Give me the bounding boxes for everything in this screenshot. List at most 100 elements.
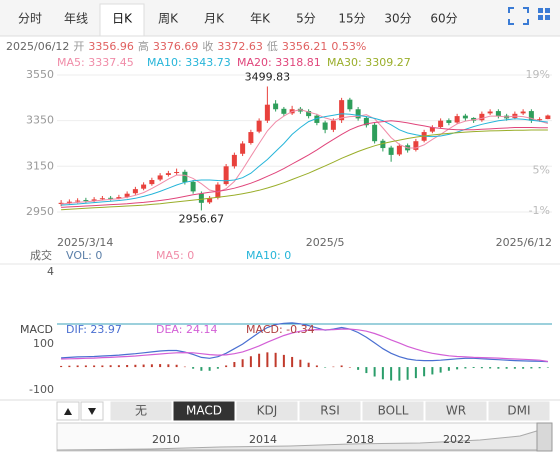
tab[interactable]: 5分 [296,12,316,26]
candle-body [174,172,180,174]
tab[interactable]: 15分 [338,12,365,26]
macd-bar [258,353,261,368]
macd-bar [489,367,492,369]
macd-bar [291,356,294,368]
legend-entry: MA5: 3337.45 [57,56,134,69]
macd-bar [390,367,393,381]
indicator-tab-bg[interactable] [109,400,173,422]
macd-bar [249,356,252,368]
indicator-tab-bg[interactable] [487,400,551,422]
candle-body [182,171,188,183]
candle-body [198,193,204,203]
candle-body [388,147,394,155]
tab[interactable]: 周K [158,12,179,26]
indicator-tab-bg[interactable] [424,400,488,422]
candle-body [372,124,378,142]
macd-bar [456,367,459,370]
candle-body [495,111,501,117]
candle-body [355,109,361,119]
y-tick-label: 3550 [26,68,54,81]
quote-info: 开 [73,40,84,53]
candle-body [396,145,402,155]
candle-body [429,127,435,132]
candle-body [223,166,229,185]
candle-body [330,120,336,130]
down-arrow-icon [88,408,96,415]
candle-body [248,132,254,144]
macd-bar [431,367,434,375]
tab[interactable]: 30分 [384,12,411,26]
navigator-year: 2010 [152,433,180,446]
y-tick-label: 100 [33,337,54,350]
ma-line [61,129,548,211]
macd-bar [192,367,195,369]
indicator-tab-bg[interactable] [235,400,299,422]
x-tick-label: 2025/6/12 [496,236,552,249]
macd-bar [414,367,417,379]
macd-bar [68,365,71,368]
candle-body [165,173,171,175]
indicator-tab[interactable]: DMI [507,404,530,418]
candle-body [322,122,328,130]
candle-body [537,119,543,121]
macd-bar [159,364,162,368]
macd-bar [332,366,335,368]
legend-entry: DIF: 23.97 [66,323,122,336]
macd-bar [216,367,219,369]
indicator-tab-bg[interactable] [298,400,362,422]
indicator-tab[interactable]: KDJ [257,404,278,418]
macd-line [61,322,548,363]
navigator-year: 2018 [346,433,374,446]
quote-info: 3372.63 [217,40,263,53]
fullscreen-icon[interactable] [508,7,529,25]
indicator-tab[interactable]: MACD [186,404,222,418]
macd-bar [439,367,442,373]
indicator-tab-bg[interactable] [172,400,236,422]
candle-body [116,197,122,199]
high-label: 3499.83 [245,70,291,83]
candle-body [273,103,279,110]
candle-body [190,181,196,192]
macd-bar [423,367,426,377]
tab[interactable]: 日K [112,12,133,26]
legend-entry: MA10: 3343.73 [147,56,231,69]
macd-bar [497,367,500,369]
macd-bar [381,367,384,380]
indicator-tab[interactable]: 无 [135,404,147,418]
candle-body [363,117,369,126]
candle-body [446,120,452,123]
tab-bar [0,0,560,36]
tab[interactable]: 年线 [64,12,88,26]
macd-bar [447,367,450,371]
macd-bar [340,365,343,368]
indicator-tab[interactable]: RSI [320,404,340,418]
ma-line [61,109,549,205]
y-tick-label: 4 [47,265,54,278]
macd-bar [109,365,112,368]
macd-bar [324,367,327,368]
navigator-handle[interactable] [536,422,553,452]
macd-bar [546,367,549,368]
candle-body [281,108,287,114]
macd-bar [208,367,211,371]
settings-icon[interactable] [538,8,550,20]
macd-bar [225,365,228,368]
indicator-tab[interactable]: BOLL [378,404,409,418]
tab[interactable]: 60分 [430,12,457,26]
candle-body [66,201,72,203]
macd-bar [134,364,137,368]
tab[interactable]: 年K [250,12,271,26]
macd-bar [84,365,87,368]
tab[interactable]: 月K [204,12,225,26]
tab[interactable]: 分时 [18,12,42,26]
legend-entry: MA10: 0 [246,249,291,262]
legend-entry: MACD: -0.34 [246,323,315,336]
navigator-year: 2022 [443,433,471,446]
ma-line [61,120,548,208]
macd-bar [126,365,129,368]
y-tick-label: 3150 [26,159,54,172]
candle-body [528,111,534,121]
indicator-tab[interactable]: WR [446,404,466,418]
indicator-tab-bg[interactable] [361,400,425,422]
candle-body [149,180,155,185]
